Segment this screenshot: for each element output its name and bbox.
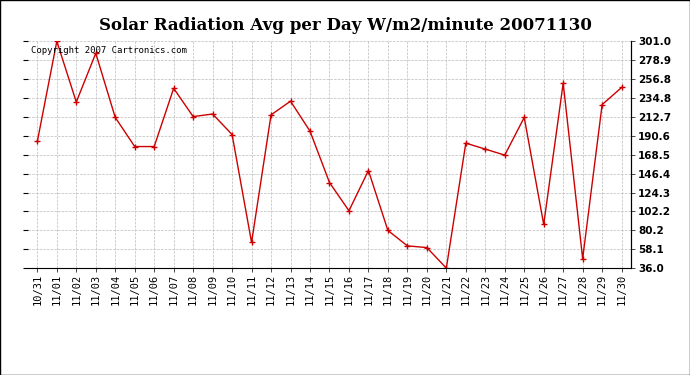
Text: Solar Radiation Avg per Day W/m2/minute 20071130: Solar Radiation Avg per Day W/m2/minute … [99, 17, 591, 34]
Text: Copyright 2007 Cartronics.com: Copyright 2007 Cartronics.com [30, 46, 186, 55]
